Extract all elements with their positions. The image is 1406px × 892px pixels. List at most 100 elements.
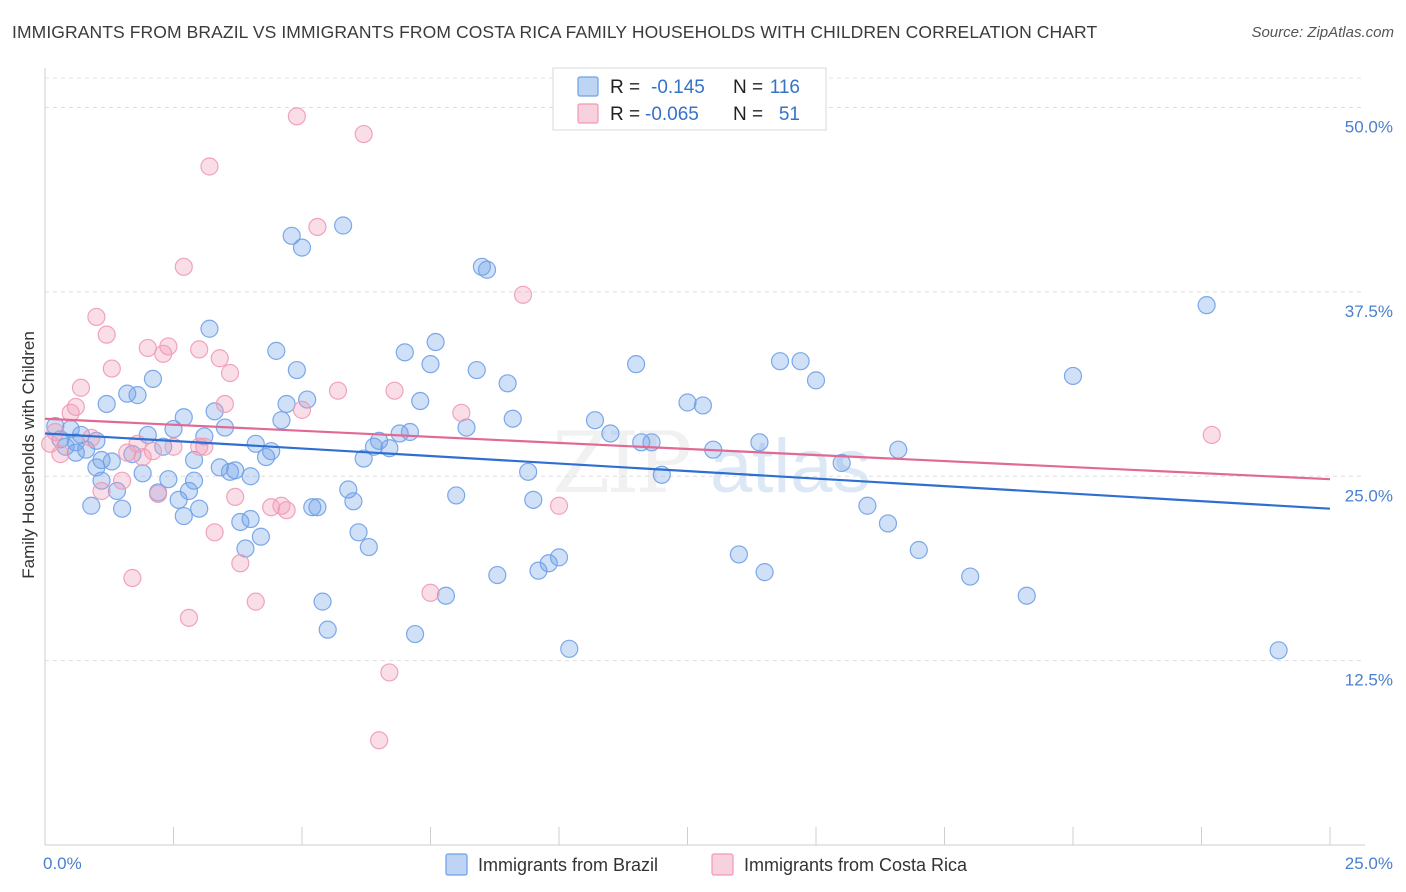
point-brazil-12 xyxy=(102,452,121,471)
point-brazil-62 xyxy=(364,437,384,456)
point-costa-rica-47 xyxy=(549,496,569,515)
point-brazil-79 xyxy=(503,409,522,428)
point-brazil-55 xyxy=(318,620,337,639)
point-brazil-71 xyxy=(436,586,456,605)
point-brazil-61 xyxy=(359,537,378,557)
point-brazil-30 xyxy=(190,499,209,518)
point-brazil-104 xyxy=(1017,586,1036,605)
point-brazil-69 xyxy=(421,355,440,374)
point-costa-rica-46 xyxy=(513,285,533,304)
point-brazil-27 xyxy=(174,506,193,526)
point-brazil-114 xyxy=(693,396,713,415)
point-brazil-38 xyxy=(231,512,250,532)
point-brazil-47 xyxy=(277,394,296,414)
legend-costa-rica-n-value: 51 xyxy=(779,104,800,125)
point-brazil-74 xyxy=(467,360,486,380)
point-costa-rica-42 xyxy=(380,663,399,682)
point-costa-rica-49 xyxy=(133,447,152,467)
point-brazil-95 xyxy=(755,563,774,582)
point-costa-rica-3 xyxy=(61,403,80,422)
point-brazil-60 xyxy=(354,449,373,468)
legend-brazil-r-label: R = xyxy=(610,77,640,98)
point-brazil-100 xyxy=(878,514,898,533)
point-brazil-44 xyxy=(262,442,281,461)
point-costa-rica-8 xyxy=(92,481,111,501)
legend-brazil-n-label: N = xyxy=(733,77,763,98)
legend-top: R = -0.145 N = 116 R = -0.065 N = 51 xyxy=(552,67,827,131)
point-brazil-93 xyxy=(729,545,749,564)
point-costa-rica-9 xyxy=(97,325,116,344)
chart-source: Source: ZipAtlas.com xyxy=(1251,24,1394,41)
point-costa-rica-25 xyxy=(200,157,219,176)
y-tick-label-2: 37.5% xyxy=(1345,302,1393,321)
point-brazil-70 xyxy=(426,332,445,352)
point-brazil-99 xyxy=(858,496,877,515)
y-axis-label: Family Households with Children xyxy=(19,331,38,579)
point-brazil-84 xyxy=(560,639,579,658)
point-brazil-81 xyxy=(529,561,548,580)
point-costa-rica-16 xyxy=(143,442,163,461)
series-costa-rica-points xyxy=(41,107,1221,750)
point-brazil-41 xyxy=(246,434,265,453)
point-brazil-80 xyxy=(519,462,538,481)
legend-costa-rica-r-label: R = xyxy=(610,104,640,125)
point-brazil-22 xyxy=(154,437,173,456)
point-brazil-106 xyxy=(1197,296,1216,315)
point-costa-rica-13 xyxy=(123,568,142,588)
point-brazil-101 xyxy=(889,440,908,459)
point-brazil-75 xyxy=(472,257,491,276)
point-costa-rica-11 xyxy=(112,471,132,490)
trend-lines xyxy=(44,417,1331,510)
point-costa-rica-43 xyxy=(385,381,404,400)
point-costa-rica-2 xyxy=(51,445,70,464)
legend-bottom-costa-rica-label: Immigrants from Costa Rica xyxy=(744,855,968,875)
point-costa-rica-6 xyxy=(82,428,101,447)
point-costa-rica-30 xyxy=(226,487,245,506)
point-brazil-103 xyxy=(961,567,980,586)
watermark-atlas: atlas xyxy=(710,424,871,509)
series-brazil-points xyxy=(46,216,1288,660)
point-brazil-50 xyxy=(292,238,312,257)
point-costa-rica-31 xyxy=(231,554,250,573)
point-costa-rica-26 xyxy=(205,523,224,542)
point-brazil-43 xyxy=(256,447,276,467)
legend-bottom-brazil-label: Immigrants from Brazil xyxy=(478,855,658,875)
point-costa-rica-4 xyxy=(66,397,85,417)
point-brazil-78 xyxy=(498,374,517,393)
point-brazil-76 xyxy=(477,260,497,279)
point-brazil-26 xyxy=(174,408,193,427)
point-brazil-37 xyxy=(226,461,245,480)
point-brazil-53 xyxy=(308,498,327,517)
point-brazil-85 xyxy=(585,411,605,430)
trend-line-brazil xyxy=(44,432,1331,510)
x-tick-label-1: 25.0% xyxy=(1345,854,1393,873)
legend-bottom-costa-rica-swatch xyxy=(711,853,734,876)
point-costa-rica-23 xyxy=(190,340,209,359)
point-costa-rica-32 xyxy=(246,592,265,611)
point-brazil-83 xyxy=(549,548,569,567)
point-brazil-107 xyxy=(1269,641,1288,660)
point-brazil-65 xyxy=(395,343,414,362)
point-brazil-109 xyxy=(92,471,111,490)
point-costa-rica-22 xyxy=(179,608,199,627)
legend-bottom: Immigrants from Brazil Immigrants from C… xyxy=(445,853,968,876)
point-brazil-57 xyxy=(339,480,358,499)
point-brazil-54 xyxy=(313,592,332,611)
point-brazil-28 xyxy=(179,481,199,501)
point-brazil-97 xyxy=(791,352,810,371)
legend-costa-rica-swatch xyxy=(577,103,599,124)
point-brazil-98 xyxy=(806,371,826,390)
legend-brazil-n-value: 116 xyxy=(770,77,800,98)
point-brazil-32 xyxy=(200,319,219,338)
point-costa-rica-1 xyxy=(46,422,65,442)
point-costa-rica-41 xyxy=(370,731,389,750)
legend-costa-rica-r-value: -0.065 xyxy=(645,104,699,125)
point-brazil-91 xyxy=(678,393,697,412)
legend-brazil-r-value: -0.145 xyxy=(651,77,705,98)
point-brazil-31 xyxy=(195,427,214,446)
point-costa-rica-27 xyxy=(210,349,229,368)
point-costa-rica-37 xyxy=(292,400,312,419)
point-brazil-56 xyxy=(334,216,353,235)
grid-lines xyxy=(45,77,1365,662)
